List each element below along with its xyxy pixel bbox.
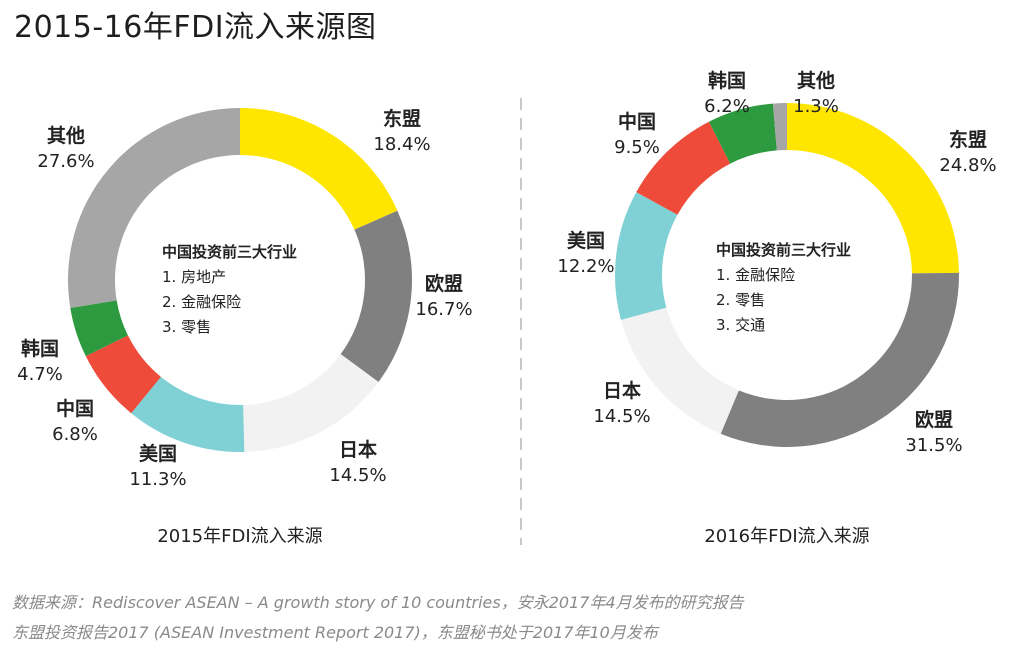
slice-value: 9.5% (614, 137, 660, 158)
slice-value: 14.5% (329, 465, 386, 486)
slice-美国 (131, 376, 245, 452)
slice-label: 日本 (339, 438, 377, 461)
slice-日本 (243, 354, 379, 452)
slice-其他 (67, 108, 240, 308)
slice-label: 日本 (603, 379, 641, 402)
slice-value: 16.7% (415, 299, 472, 320)
slice-value: 18.4% (373, 134, 430, 155)
donut-2016: 东盟 24.8% 欧盟 31.5% 日本 14.5% 美国 12.2% 中国 9.5% 韩国 6.2%… (557, 69, 996, 547)
source-line-2: 东盟投资报告2017 (ASEAN Investment Report 2017… (12, 623, 658, 642)
center-title: 中国投资前三大行业 (162, 243, 297, 261)
slice-label: 中国 (618, 110, 656, 133)
slice-label: 美国 (567, 229, 605, 252)
donut-2015: 东盟 18.4% 欧盟 16.7% 日本 14.5% 美国 11.3% 中国 6.8% 韩国 4.7%… (17, 107, 472, 547)
chart-caption: 2016年FDI流入来源 (704, 526, 869, 547)
slice-label: 其他 (47, 124, 85, 147)
slice-value: 31.5% (905, 435, 962, 456)
slice-value: 4.7% (17, 364, 63, 385)
chart-canvas: 东盟 18.4% 欧盟 16.7% 日本 14.5% 美国 11.3% 中国 6.8% 韩国 4.7%… (17, 69, 996, 547)
slice-label: 中国 (56, 397, 94, 420)
center-item: 3. 交通 (716, 316, 765, 334)
chart-title: 2015-16年FDI流入来源图 (14, 10, 377, 45)
slice-value: 1.3% (793, 96, 839, 117)
slice-东盟 (240, 108, 398, 230)
center-item: 2. 零售 (716, 291, 765, 309)
slice-value: 24.8% (939, 155, 996, 176)
center-title: 中国投资前三大行业 (716, 241, 851, 259)
slice-value: 6.2% (704, 96, 750, 117)
source-line-1: 数据来源：Rediscover ASEAN – A growth story o… (12, 593, 744, 612)
chart-caption: 2015年FDI流入来源 (157, 526, 322, 547)
slice-中国 (636, 121, 731, 215)
center-item: 2. 金融保险 (162, 293, 241, 311)
slice-日本 (620, 307, 739, 434)
slice-value: 14.5% (593, 406, 650, 427)
slice-label: 韩国 (708, 69, 746, 92)
slice-value: 11.3% (129, 469, 186, 490)
slice-欧盟 (720, 272, 959, 447)
source-note: 数据来源：Rediscover ASEAN – A growth story o… (12, 588, 744, 648)
slice-label: 韩国 (21, 337, 59, 360)
slice-美国 (615, 192, 678, 320)
center-item: 1. 房地产 (162, 268, 226, 286)
center-item: 1. 金融保险 (716, 266, 795, 284)
slice-value: 27.6% (37, 151, 94, 172)
slice-label: 东盟 (949, 128, 987, 151)
slice-韩国 (708, 103, 777, 164)
slice-其他 (772, 103, 787, 151)
slice-label: 欧盟 (915, 408, 953, 431)
slice-欧盟 (340, 210, 412, 382)
center-item: 3. 零售 (162, 318, 211, 336)
slice-韩国 (70, 300, 128, 357)
slice-value: 12.2% (557, 256, 614, 277)
slice-value: 6.8% (52, 424, 98, 445)
slice-东盟 (787, 103, 959, 274)
slice-中国 (85, 335, 161, 414)
slice-label: 欧盟 (425, 272, 463, 295)
slice-label: 东盟 (383, 107, 421, 130)
slice-label: 其他 (797, 69, 835, 92)
slice-label: 美国 (139, 442, 177, 465)
